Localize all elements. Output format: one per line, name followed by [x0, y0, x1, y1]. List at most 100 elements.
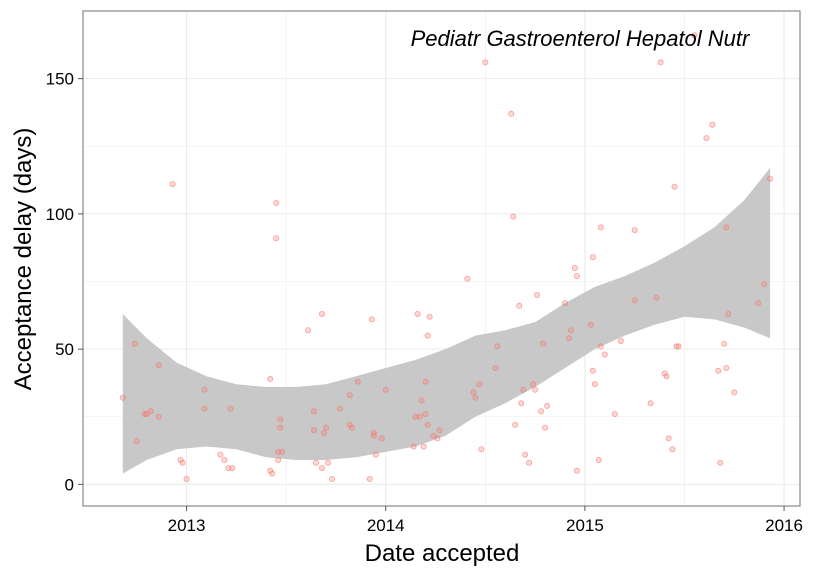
- data-point: [169, 181, 176, 188]
- data-point: [424, 332, 431, 339]
- data-point: [476, 381, 483, 388]
- x-tick-label: 2014: [367, 516, 405, 535]
- data-point: [147, 408, 154, 415]
- data-point: [562, 300, 569, 307]
- data-point: [217, 451, 224, 458]
- data-point: [370, 432, 377, 439]
- data-point: [410, 443, 417, 450]
- data-point: [336, 405, 343, 412]
- data-point: [179, 459, 186, 466]
- data-point: [675, 343, 682, 350]
- data-points: [119, 32, 774, 482]
- data-point: [424, 421, 431, 428]
- data-point: [267, 375, 274, 382]
- data-point: [422, 410, 429, 417]
- data-point: [657, 59, 664, 66]
- data-point: [597, 224, 604, 231]
- data-point: [346, 392, 353, 399]
- data-point: [348, 424, 355, 431]
- data-point: [761, 281, 768, 288]
- data-point: [665, 435, 672, 442]
- data-point: [312, 459, 319, 466]
- data-point: [305, 327, 312, 334]
- data-point: [354, 378, 361, 385]
- data-point: [221, 456, 228, 463]
- data-point: [470, 389, 477, 396]
- data-point: [378, 435, 385, 442]
- data-point: [324, 459, 331, 466]
- data-point: [653, 294, 660, 301]
- data-point: [530, 381, 537, 388]
- data-point: [571, 264, 578, 271]
- data-point: [709, 121, 716, 128]
- data-point: [510, 213, 517, 220]
- data-point: [131, 340, 138, 347]
- data-point: [201, 386, 208, 393]
- data-point: [310, 408, 317, 415]
- y-tick-label: 0: [65, 475, 74, 494]
- data-point: [566, 335, 573, 342]
- data-point: [731, 389, 738, 396]
- data-point: [229, 465, 236, 472]
- data-point: [522, 451, 529, 458]
- data-point: [589, 254, 596, 261]
- data-point: [671, 183, 678, 190]
- data-point: [416, 413, 423, 420]
- data-point: [767, 175, 774, 182]
- data-point: [478, 446, 485, 453]
- data-point: [540, 340, 547, 347]
- data-point: [663, 373, 670, 380]
- data-point: [277, 424, 284, 431]
- data-point: [418, 397, 425, 404]
- data-point: [430, 432, 437, 439]
- data-point: [568, 327, 575, 334]
- data-point: [368, 316, 375, 323]
- data-point: [597, 343, 604, 350]
- x-axis-title: Date accepted: [365, 540, 520, 567]
- data-point: [516, 302, 523, 309]
- data-point: [366, 475, 373, 482]
- data-point: [183, 475, 190, 482]
- y-tick-label: 150: [46, 70, 74, 89]
- data-point: [155, 413, 162, 420]
- y-tick-label: 100: [46, 205, 74, 224]
- x-tick-label: 2013: [168, 516, 206, 535]
- data-point: [508, 110, 515, 117]
- data-point: [472, 394, 479, 401]
- data-point: [526, 459, 533, 466]
- data-point: [436, 427, 443, 434]
- grid-lines: [83, 11, 800, 506]
- data-point: [691, 32, 698, 39]
- data-point: [494, 343, 501, 350]
- data-point: [591, 381, 598, 388]
- y-tick-label: 50: [55, 340, 74, 359]
- data-point: [534, 291, 541, 298]
- data-point: [755, 300, 762, 307]
- data-point: [143, 410, 150, 417]
- data-point: [723, 364, 730, 371]
- data-point: [492, 364, 499, 371]
- data-point: [426, 313, 433, 320]
- data-point: [328, 475, 335, 482]
- data-point: [601, 351, 608, 358]
- data-point: [532, 386, 539, 393]
- data-point: [382, 386, 389, 393]
- data-point: [155, 362, 162, 369]
- data-point: [141, 410, 148, 417]
- data-point: [617, 337, 624, 344]
- data-point: [723, 224, 730, 231]
- data-point: [273, 199, 280, 206]
- data-point: [573, 467, 580, 474]
- data-point: [512, 421, 519, 428]
- data-point: [587, 321, 594, 328]
- data-point: [318, 310, 325, 317]
- data-point: [372, 451, 379, 458]
- y-axis-title: Acceptance delay (days): [10, 128, 37, 391]
- data-point: [414, 310, 421, 317]
- data-point: [269, 470, 276, 477]
- data-point: [318, 465, 325, 472]
- data-point: [133, 438, 140, 445]
- data-point: [320, 429, 327, 436]
- x-tick-label: 2016: [765, 516, 803, 535]
